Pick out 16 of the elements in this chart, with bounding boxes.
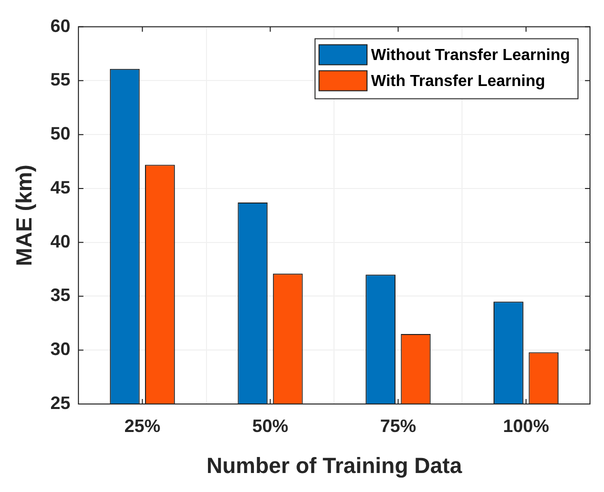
legend-label: With Transfer Learning xyxy=(371,73,546,90)
x-tick-label: 25% xyxy=(124,416,160,436)
x-tick-label: 50% xyxy=(252,416,288,436)
y-tick-label: 30 xyxy=(50,339,70,360)
y-tick-label: 25 xyxy=(50,392,70,413)
x-tick-label: 75% xyxy=(380,416,416,436)
y-tick-label: 35 xyxy=(50,285,70,306)
y-axis-title: MAE (km) xyxy=(11,164,36,266)
x-tick-label: 100% xyxy=(503,416,550,436)
y-tick-label: 60 xyxy=(50,16,70,36)
y-tick-label: 45 xyxy=(50,177,70,198)
y-tick-label: 40 xyxy=(50,231,70,252)
y-tick-label: 55 xyxy=(50,70,70,90)
legend-label: Without Transfer Learning xyxy=(371,47,570,64)
y-tick-label: 50 xyxy=(50,124,70,144)
x-axis-title: Number of Training Data xyxy=(206,452,463,478)
